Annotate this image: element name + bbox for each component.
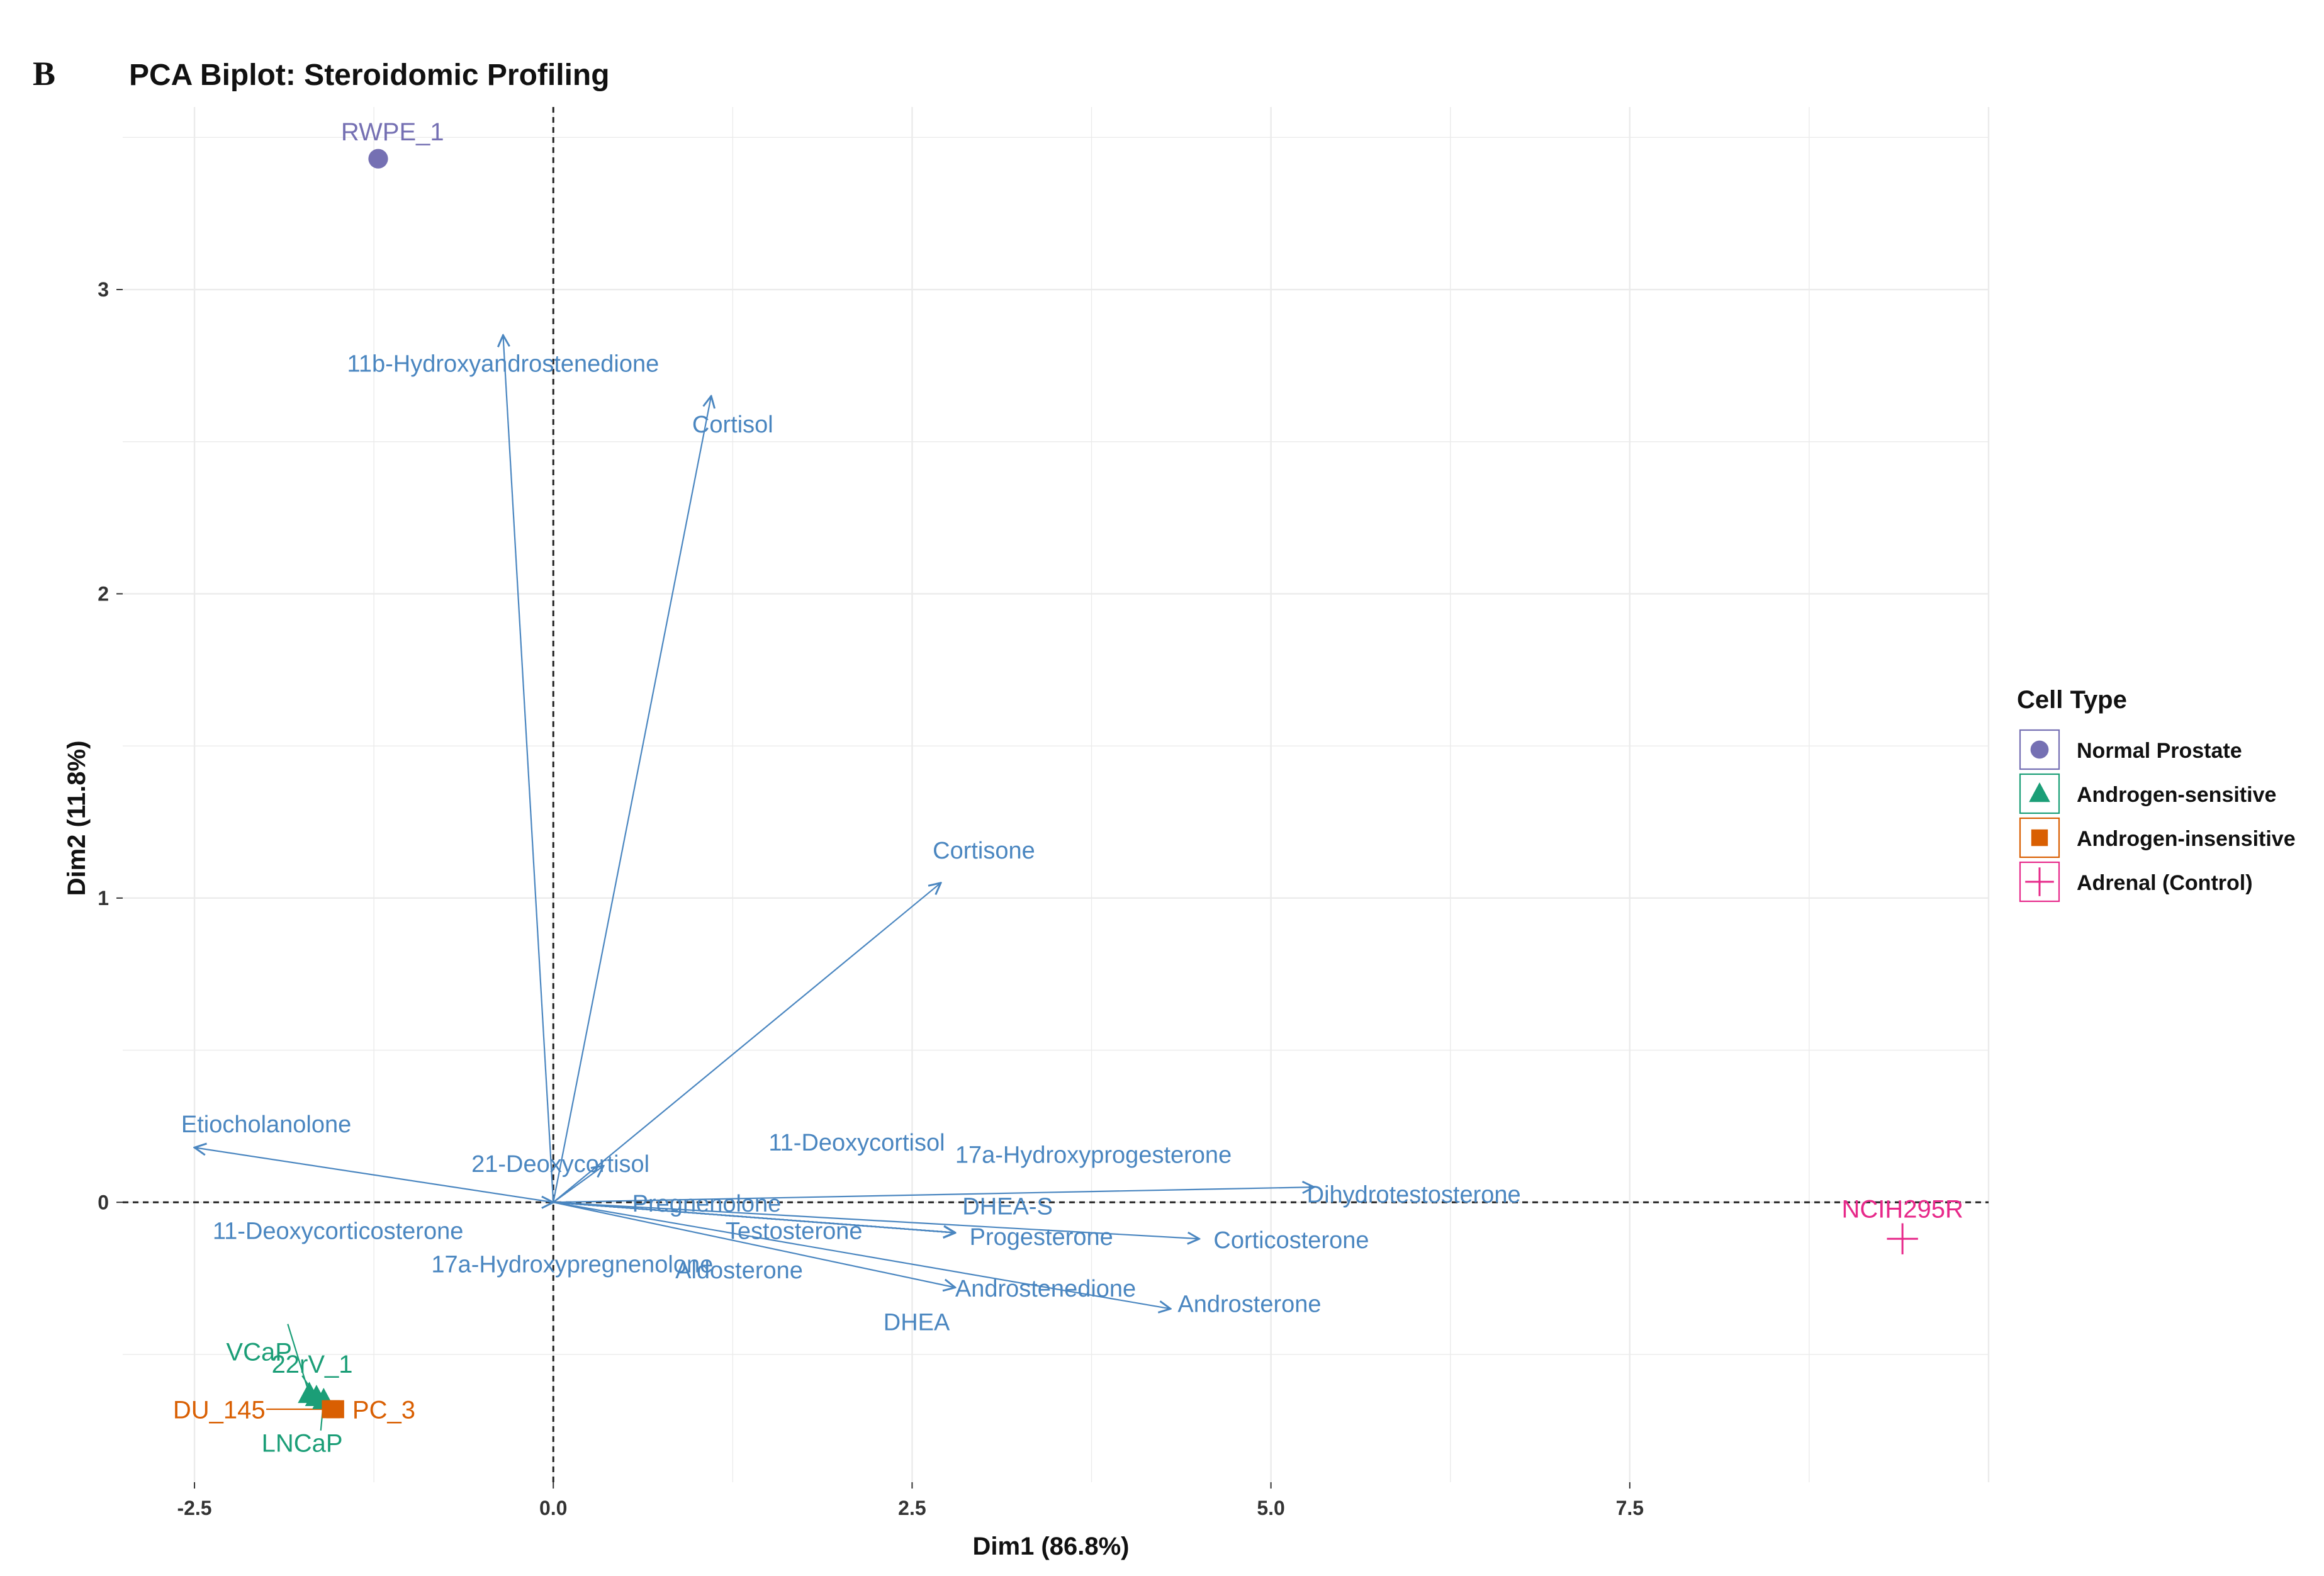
variable-label: Aldosterone [675, 1258, 803, 1284]
legend: Cell Type Normal Prostate Androgen-sensit… [2017, 686, 2296, 903]
point-label: RWPE_1 [341, 118, 444, 146]
legend-item: Androgen-insensitive [2019, 817, 2296, 858]
x-axis-label: Dim1 (86.8%) [973, 1533, 1130, 1560]
point-label: 22rV_1 [272, 1351, 353, 1378]
arrow-cortisone [553, 883, 941, 1203]
y-tick-label: 1 [98, 887, 109, 909]
y-axis-label: Dim2 (11.8%) [63, 741, 91, 896]
arrow-11b-hydroxyandrostenedione [503, 335, 554, 1203]
arrow-etiocholanolone [194, 1147, 554, 1203]
variable-label: 21-Deoxycortisol [471, 1151, 649, 1178]
legend-symbol [2029, 782, 2050, 802]
variable-label: Cortisol [692, 412, 773, 438]
legend-label: Normal Prostate [2077, 739, 2242, 763]
variable-label: DHEA [884, 1309, 950, 1336]
x-tick-label: -2.5 [177, 1497, 211, 1519]
panel-letter: B [33, 55, 55, 93]
arrow-cortisol [553, 396, 711, 1203]
y-tick-label: 2 [98, 582, 109, 605]
individual-points [298, 149, 1918, 1419]
variable-label: Androstenedione [955, 1276, 1136, 1302]
point-ncih295r [1887, 1223, 1918, 1254]
legend-item: Adrenal (Control) [2019, 861, 2253, 903]
variable-label: Pregnenolone [632, 1191, 782, 1217]
point-label: DU_145 [173, 1396, 266, 1424]
variable-label: 11-Deoxycortisol [768, 1130, 945, 1156]
legend-label: Androgen-sensitive [2077, 783, 2276, 807]
variable-label: 11-Deoxycorticosterone [213, 1218, 463, 1244]
leader-line [287, 1324, 310, 1395]
variable-label: Etiocholanolone [181, 1112, 351, 1138]
variable-label: Testosterone [726, 1218, 863, 1244]
x-tick-label: 0.0 [539, 1497, 567, 1519]
point-rwpe-1 [368, 149, 388, 169]
x-tick-label: 2.5 [898, 1497, 926, 1519]
legend-symbol [2025, 867, 2054, 896]
arrow-androsterone [553, 1202, 1170, 1309]
point-label: LNCaP [262, 1430, 343, 1458]
variable-labels: 11b-Hydroxyandrostenedione Cortisol Cortis… [181, 351, 1521, 1336]
variable-label: Corticosterone [1213, 1227, 1369, 1254]
variable-label: Progesterone [970, 1224, 1113, 1251]
arrow-21-deoxycortisol [553, 1166, 603, 1203]
variable-label: Dihydrotestosterone [1307, 1181, 1521, 1208]
legend-symbol [2030, 740, 2049, 759]
reference-lines [123, 107, 1989, 1482]
legend-item: Androgen-sensitive [2019, 773, 2276, 814]
y-tick-label: 3 [98, 278, 109, 301]
variable-label: DHEA-S [962, 1194, 1053, 1220]
legend-symbol [2031, 829, 2048, 847]
variable-label: 17a-Hydroxyprogesterone [955, 1142, 1232, 1168]
variable-label: Androsterone [1177, 1291, 1321, 1317]
point-label: PC_3 [352, 1396, 415, 1424]
point-label: NCIH295R [1841, 1195, 1963, 1223]
legend-title: Cell Type [2017, 686, 2127, 714]
legend-item: Normal Prostate [2019, 729, 2242, 770]
point-pc-3 [326, 1400, 344, 1419]
y-tick-label: 0 [98, 1191, 109, 1213]
arrow-dihydrotestosterone [553, 1187, 1314, 1203]
variable-arrows [194, 335, 1314, 1309]
x-tick-label: 7.5 [1616, 1497, 1644, 1519]
point-label: VCaP [226, 1339, 292, 1366]
variable-label: 11b-Hydroxyandrostenedione [347, 351, 660, 378]
arrow-corticosterone [553, 1202, 1199, 1239]
arrow-androstenedione [553, 1202, 955, 1287]
chart-title: PCA Biplot: Steroidomic Profiling [129, 59, 610, 92]
variable-label: Cortisone [933, 838, 1035, 864]
arrow-dhea [553, 1202, 955, 1232]
legend-label: Androgen-insensitive [2077, 827, 2296, 851]
axis-ticks: -2.5 0.0 2.5 5.0 7.5 0 1 2 3 [98, 278, 1644, 1519]
variable-label: 17a-Hydroxypregnenolone [431, 1251, 713, 1278]
x-tick-label: 5.0 [1257, 1497, 1284, 1519]
legend-label: Adrenal (Control) [2077, 871, 2253, 895]
